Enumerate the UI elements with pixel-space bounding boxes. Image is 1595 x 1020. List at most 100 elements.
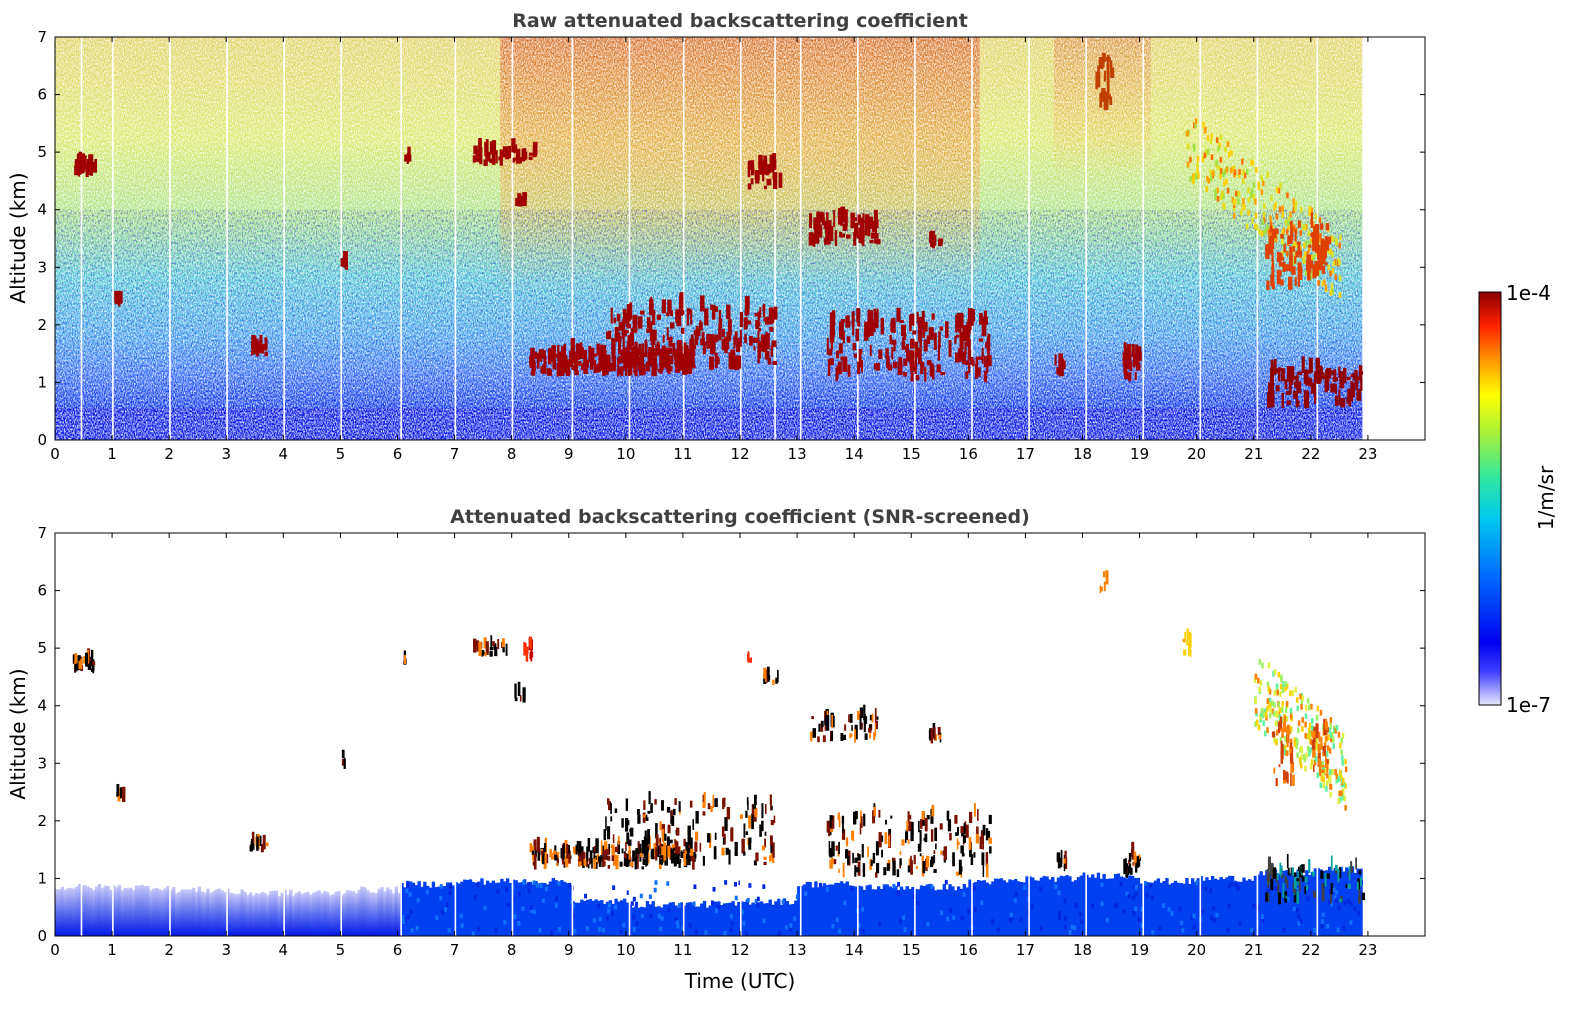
cloud-mark [747, 651, 750, 663]
x-tick-label: 2 [164, 941, 174, 959]
cloud-mark [838, 816, 841, 828]
ice-cloud-mark [1287, 224, 1290, 231]
cloud-mark [657, 368, 660, 373]
cloud-mark [914, 341, 919, 358]
cloud-mark [611, 844, 615, 856]
bl-column [634, 905, 638, 936]
bl-speckle [1181, 928, 1185, 933]
cloud-mark [79, 161, 84, 169]
ice-cloud-mark [1286, 219, 1290, 226]
bl-speckle [1100, 882, 1104, 887]
cloud-mark [700, 307, 705, 312]
cloud-mark [1133, 360, 1137, 365]
x-tick-label: 8 [507, 445, 517, 463]
cloud-mark [632, 351, 637, 355]
bl-column [300, 893, 304, 936]
cloud-mark [981, 852, 985, 866]
cloud-mark [1309, 378, 1313, 387]
cloud-mark [739, 814, 743, 819]
ice-cloud-mark [1222, 171, 1225, 178]
cloud-mark [868, 310, 874, 322]
bl-speckle [940, 910, 944, 916]
cloud-mark [857, 361, 860, 375]
cloud-mark [753, 860, 757, 866]
cloud-mark [967, 362, 971, 374]
ice-cloud-mark [1323, 742, 1327, 749]
cloud-mark [651, 803, 653, 813]
cloud-mark [1314, 260, 1319, 276]
ice-cloud-mark [1209, 138, 1213, 145]
cloud-mark [772, 172, 778, 189]
ice-cloud-mark [1332, 743, 1335, 750]
y-tick-label: 4 [37, 201, 47, 219]
cloud-mark [607, 855, 611, 861]
ice-cloud-mark [1284, 685, 1287, 692]
cloud-mark [769, 794, 772, 805]
cloud-mark [703, 791, 706, 805]
bl-speckle [793, 916, 797, 922]
bl-speckle [592, 918, 596, 923]
ice-cloud-mark [1205, 149, 1208, 156]
bl-speckle [1167, 907, 1171, 912]
cloud-mark [1269, 225, 1273, 233]
bl-speckle [967, 908, 971, 914]
bl-column [828, 884, 832, 936]
cloud-mark [1063, 858, 1066, 864]
ice-cloud-mark [1293, 741, 1297, 747]
bl-speckle [503, 919, 507, 925]
cloud-mark [910, 313, 915, 326]
ice-cloud-mark [1255, 167, 1258, 173]
bl-column [645, 901, 650, 936]
cloud-mark [525, 151, 528, 160]
cloud-mark [769, 326, 774, 332]
cloud-mark [573, 351, 578, 364]
cloud-mark [534, 849, 537, 858]
cloud-mark [1282, 769, 1286, 784]
bl-speckle [1320, 924, 1324, 929]
bl-column [237, 893, 242, 936]
cloud-mark [1268, 236, 1271, 251]
bl-column [297, 891, 301, 936]
bl-column [765, 903, 770, 936]
bl-column [1319, 869, 1323, 936]
cloud-mark [829, 358, 834, 366]
bl-speckle [1143, 880, 1147, 886]
ice-cloud-mark [1272, 710, 1276, 717]
cloud-mark [837, 361, 842, 375]
cloud-mark [629, 828, 632, 832]
cloud-mark [1358, 870, 1362, 875]
bl-speckle [1343, 900, 1347, 906]
raw-background [55, 37, 1363, 440]
ice-cloud-mark [1281, 211, 1285, 218]
cloud-mark [692, 856, 695, 870]
cloud-mark [481, 651, 485, 655]
cloud-mark [973, 852, 976, 858]
cloud-mark [92, 167, 97, 172]
cloud-mark [675, 827, 680, 836]
cloud-mark [839, 231, 843, 238]
bl-speckle [1336, 927, 1340, 933]
bl-column [737, 902, 741, 936]
bl-speckle [1134, 906, 1138, 912]
ice-cloud-mark [1307, 230, 1311, 237]
cloud-mark [1332, 377, 1337, 382]
bl-column [1008, 879, 1012, 936]
panel1-heatmap [55, 37, 1364, 440]
cloud-mark [617, 361, 620, 377]
bl-column [560, 880, 564, 936]
ice-cloud-mark [1313, 759, 1317, 766]
cloud-mark [491, 153, 496, 165]
cloud-mark [1311, 871, 1315, 877]
ice-cloud-mark [1334, 259, 1337, 265]
bl-speckle [408, 892, 412, 897]
ice-cloud-mark [1247, 187, 1250, 194]
bl-column [348, 890, 353, 936]
cloud-mark [627, 335, 632, 351]
bl-speckle [1286, 896, 1290, 902]
bl-column [891, 887, 895, 936]
cloud-mark [1058, 353, 1063, 367]
bl-speckle [1346, 898, 1350, 904]
cloud-mark [1334, 383, 1337, 395]
cloud-mark [1347, 883, 1351, 889]
bl-speckle [571, 913, 575, 918]
